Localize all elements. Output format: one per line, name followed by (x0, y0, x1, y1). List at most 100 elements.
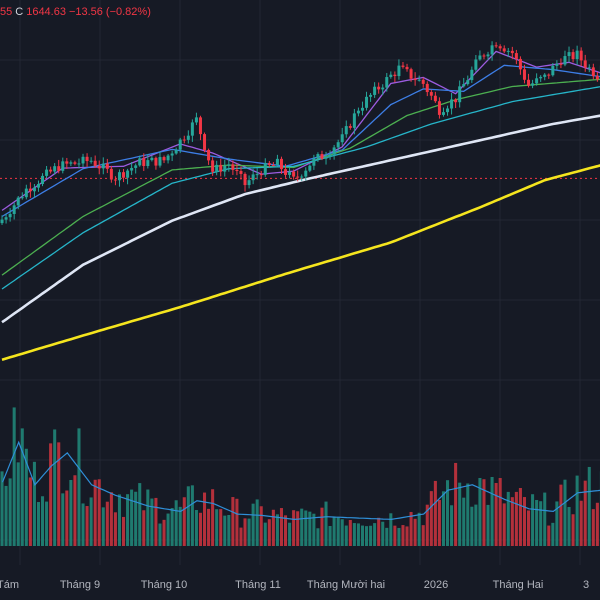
candle-body (591, 67, 595, 77)
volume-bar (446, 480, 450, 546)
candle-body (73, 162, 77, 164)
volume-bar (109, 492, 113, 546)
volume-bar (219, 509, 223, 546)
volume-bar (389, 513, 393, 546)
candle-body (215, 164, 219, 172)
candle-body (547, 74, 551, 76)
volume-bar (312, 513, 316, 546)
candle-body (130, 167, 134, 171)
volume-bar (360, 525, 364, 546)
candle-body (150, 157, 154, 161)
candle-body (494, 45, 498, 47)
candle-body (57, 166, 61, 171)
volume-bar (433, 480, 437, 546)
candle-body (308, 165, 312, 171)
candle-body (583, 60, 587, 68)
candle-body (551, 65, 555, 76)
candle-body (502, 48, 506, 52)
candle-body (567, 52, 571, 57)
volume-bar (255, 499, 259, 546)
volume-bar (231, 497, 235, 546)
volume-bar (105, 501, 109, 546)
candle-body (389, 74, 393, 78)
candle-body (247, 180, 251, 186)
volume-bar (69, 479, 73, 546)
volume-bar (304, 510, 308, 546)
volume-bar (539, 501, 543, 546)
candle-body (482, 55, 486, 57)
candle-body (36, 184, 40, 188)
volume-bar (555, 501, 559, 546)
candle-body (227, 164, 231, 166)
candle-body (531, 83, 535, 86)
volume-bar (340, 519, 344, 546)
candle-body (336, 142, 340, 148)
volume-bar (288, 522, 292, 546)
volume-bar (300, 508, 304, 546)
volume-bar (320, 507, 324, 546)
volume-bar (336, 517, 340, 546)
candle-body (300, 176, 304, 178)
chart-grid (0, 0, 600, 565)
volume-bar (235, 498, 239, 546)
candle-body (239, 171, 243, 174)
candle-body (186, 135, 190, 140)
volume-bar (409, 511, 413, 546)
candle-body (69, 162, 73, 164)
volume-bar (567, 507, 571, 546)
candle-body (154, 157, 158, 166)
volume-bar (203, 492, 207, 546)
volume-bar (413, 518, 417, 546)
volume-bar (506, 491, 510, 546)
volume-bar (344, 525, 348, 546)
volume-bar (571, 514, 575, 546)
volume-bar (551, 522, 555, 546)
candle-body (12, 205, 16, 214)
volume-bar (28, 477, 32, 546)
candle-body (41, 175, 45, 185)
candle-body (352, 113, 356, 128)
candle-body (385, 77, 389, 88)
candle-body (522, 69, 526, 80)
candle-body (332, 147, 336, 155)
candle-body (417, 79, 421, 81)
volume-bar (332, 516, 336, 546)
candle-body (255, 174, 259, 176)
candle-body (65, 161, 69, 164)
candle-body (425, 83, 429, 93)
volume-bar (93, 479, 97, 546)
volume-bar (547, 525, 551, 546)
candle-body (284, 169, 288, 175)
candle-body (393, 74, 397, 77)
volume-bar (186, 486, 190, 546)
moving-average-lines (1, 50, 600, 361)
volume-bar (89, 497, 93, 546)
candle-body (458, 86, 462, 103)
volume-bar (126, 494, 130, 546)
volume-bar (194, 510, 198, 546)
candle-body (446, 108, 450, 113)
volume-bar (284, 515, 288, 546)
candle-body (211, 160, 215, 172)
volume-bar (510, 497, 514, 546)
volume-bar (458, 482, 462, 546)
candle-body (356, 110, 360, 114)
candle-body (344, 126, 348, 135)
volume-bar (81, 503, 85, 546)
volume-bar (563, 479, 567, 546)
volume-bar (494, 483, 498, 546)
volume-bar (146, 489, 150, 546)
volume-bar (421, 525, 425, 546)
candle-body (219, 164, 223, 172)
volume-bar (308, 511, 312, 546)
close-value: 1644.63 (26, 6, 66, 18)
candle-body (231, 164, 235, 170)
candle-body (271, 164, 275, 166)
candle-body (53, 166, 57, 172)
volume-bar (32, 461, 36, 546)
x-axis-tick-label: Tám (0, 579, 19, 591)
candle-body (450, 99, 454, 109)
x-axis-tick-label: Tháng Hai (493, 579, 544, 591)
close-label: C (15, 6, 24, 18)
